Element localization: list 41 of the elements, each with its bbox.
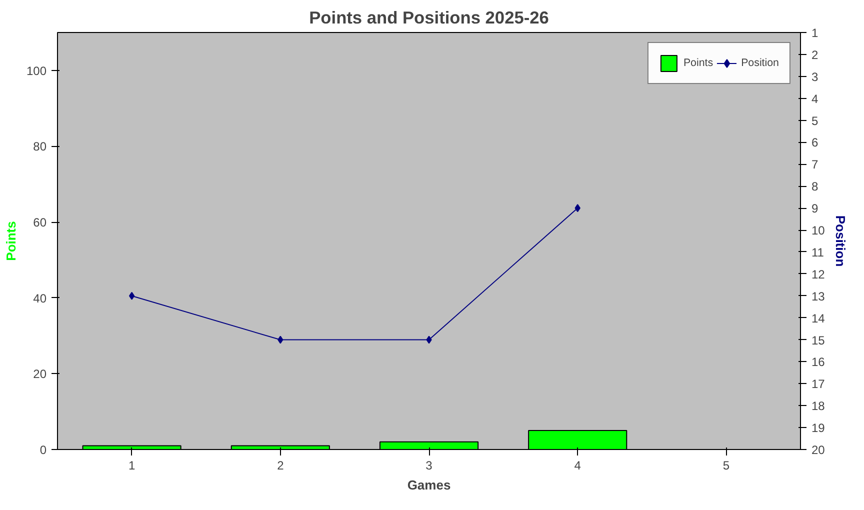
y2-tick-label: 6: [812, 136, 818, 150]
y2-tick-label: 16: [812, 355, 826, 370]
y2-tick-label: 12: [812, 267, 826, 282]
x-tick-label: 1: [128, 458, 136, 472]
y-axis-title: Points: [3, 221, 18, 261]
x-tick-label: 2: [277, 458, 284, 472]
y2-tick-label: 11: [812, 245, 824, 260]
y2-tick-label: 18: [812, 399, 826, 414]
x-tick-label: 5: [722, 458, 730, 472]
point: [426, 336, 432, 344]
y-tick-label: 60: [33, 216, 47, 230]
x-tick-label: 4: [574, 458, 582, 472]
y-tick-label: 100: [26, 64, 47, 78]
y2-tick-label: 20: [812, 443, 826, 457]
y2-tick-label: 14: [812, 311, 826, 326]
y2-tick-label: 4: [812, 92, 818, 106]
y-tick-label: 80: [33, 140, 47, 154]
y2-tick-label: 19: [812, 421, 826, 436]
point: [128, 292, 135, 300]
y2-tick-label: 1: [812, 26, 818, 40]
legend-label: Position: [741, 57, 779, 69]
point: [278, 336, 284, 344]
y2-tick-label: 5: [812, 114, 818, 128]
y2-tick-label: 13: [812, 289, 826, 304]
y2-tick-label: 9: [812, 202, 818, 216]
legend-label: Points: [683, 57, 714, 69]
point: [574, 204, 580, 212]
y2-tick-label: 2: [812, 48, 818, 62]
y2-tick-label: 7: [812, 158, 818, 172]
y2-tick-label: 15: [812, 333, 826, 348]
y2-tick-label: 10: [812, 224, 826, 238]
y-tick-label: 20: [33, 367, 47, 382]
y-tick-label: 40: [33, 291, 47, 306]
chart-title: Points and Positions 2025-26: [309, 8, 550, 28]
y2-tick-label: 17: [812, 377, 826, 392]
y2-tick-label: 8: [812, 180, 818, 194]
x-tick-label: 3: [426, 458, 433, 472]
y2-tick-label: 3: [812, 70, 818, 84]
y-tick-label: 0: [40, 443, 47, 457]
x-axis-title: Games: [407, 478, 451, 492]
y2-axis-title: Position: [832, 215, 848, 267]
